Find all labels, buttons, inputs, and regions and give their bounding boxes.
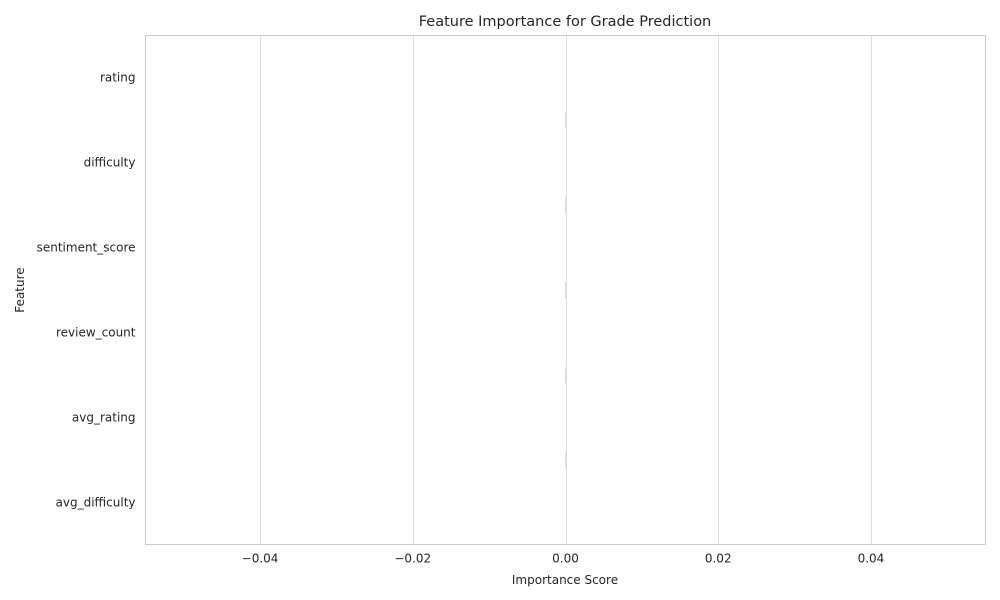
y-tick-label: sentiment_score — [37, 241, 136, 255]
chart-title: Feature Importance for Grade Prediction — [419, 14, 712, 30]
y-tick-label: rating — [100, 71, 136, 85]
x-tick-label: 0.00 — [552, 552, 579, 566]
x-axis-label: Importance Score — [512, 573, 618, 587]
x-tick-label: −0.04 — [242, 552, 279, 566]
grid-lines — [260, 35, 872, 545]
x-tick-label: 0.04 — [858, 552, 885, 566]
y-tick-labels: rating difficulty sentiment_score review_co… — [37, 71, 136, 510]
y-axis-label: Feature — [13, 267, 27, 312]
y-tick-label: review_count — [56, 326, 136, 340]
x-tick-label: −0.02 — [394, 552, 431, 566]
x-tick-labels: −0.04 −0.02 0.00 0.02 0.04 — [242, 552, 885, 566]
plot-frame — [145, 35, 986, 545]
y-tick-label: difficulty — [84, 156, 136, 170]
y-tick-label: avg_rating — [72, 411, 136, 425]
x-tick-label: 0.02 — [705, 552, 732, 566]
y-tick-label: avg_difficulty — [56, 496, 136, 510]
